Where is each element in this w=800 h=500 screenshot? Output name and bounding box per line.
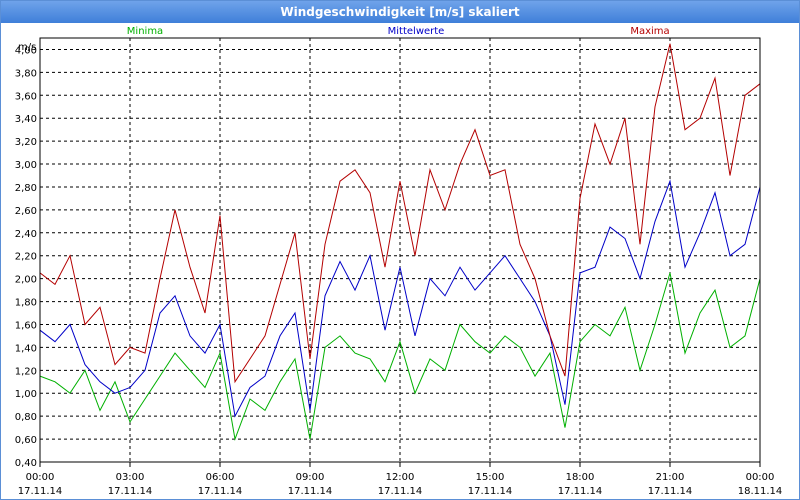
y-tick-label: 1,00: [15, 389, 37, 400]
y-ticks: 4,00 3,80 3,60 3,40 3,20 3,00 2,80 2,60 2,40 2,20…: [15, 45, 37, 469]
x-tick-date: 17.11.14: [378, 486, 423, 497]
x-tick-time: 21:00: [656, 472, 685, 483]
y-tick-label: 2,80: [15, 183, 37, 194]
y-tick-label: 0,40: [15, 458, 37, 469]
series-line-minima: [39, 272, 761, 441]
y-tick-label: 1,80: [15, 298, 37, 309]
legend-entry: Minima: [127, 26, 163, 37]
legend-entry: Maxima: [630, 26, 669, 37]
y-tick-label: 2,40: [15, 229, 37, 240]
series-line-maxima: [39, 43, 761, 384]
y-tick-label: 2,60: [15, 206, 37, 217]
y-tick-label: 0,80: [15, 412, 37, 423]
y-tick-label: 4,00: [15, 45, 37, 56]
y-tick-label: 3,00: [15, 160, 37, 171]
x-tick-date: 17.11.14: [108, 486, 153, 497]
x-tick-time: 03:00: [116, 472, 145, 483]
y-tick-label: 1,40: [15, 343, 37, 354]
y-axis-label: m/s: [18, 42, 36, 53]
x-tick-date: 17.11.14: [18, 486, 63, 497]
legend: Minima Mittelwerte Maxima: [127, 26, 670, 37]
x-tick-date: 17.11.14: [648, 486, 693, 497]
window-title: Windgeschwindigkeit [m/s] skaliert: [1, 1, 799, 23]
x-tick-time: 06:00: [206, 472, 235, 483]
x-tick-time: 09:00: [296, 472, 325, 483]
y-tick-label: 3,40: [15, 114, 37, 125]
series-lines: [39, 43, 761, 441]
y-tick-label: 3,80: [15, 68, 37, 79]
x-tick-date: 17.11.14: [468, 486, 513, 497]
x-tick-time: 18:00: [566, 472, 595, 483]
x-tick-time: 15:00: [476, 472, 505, 483]
x-tick-date: 17.11.14: [558, 486, 603, 497]
y-tick-label: 1,60: [15, 320, 37, 331]
y-tick-label: 3,20: [15, 137, 37, 148]
y-tick-label: 3,60: [15, 91, 37, 102]
x-tick-date: 17.11.14: [198, 486, 243, 497]
x-tick-date: 18.11.14: [738, 486, 783, 497]
x-tick-date: 17.11.14: [288, 486, 333, 497]
x-tick-time: 00:00: [746, 472, 775, 483]
series-line-mittelwerte: [39, 179, 761, 418]
y-tick-label: 2,20: [15, 252, 37, 263]
x-tick-time: 12:00: [386, 472, 415, 483]
x-ticks: 00:00 17.11.14 03:00 17.11.14 06:00 17.11.14 0…: [18, 462, 783, 497]
plot-frame: [39, 37, 761, 463]
y-tick-label: 0,60: [15, 435, 37, 446]
grid: [40, 38, 760, 463]
y-tick-label: 1,20: [15, 366, 37, 377]
x-tick-time: 00:00: [26, 472, 55, 483]
y-tick-label: 2,00: [15, 275, 37, 286]
legend-entry: Mittelwerte: [388, 26, 445, 37]
